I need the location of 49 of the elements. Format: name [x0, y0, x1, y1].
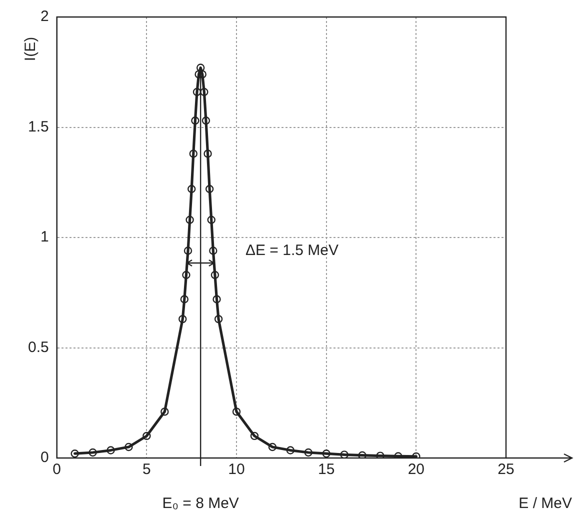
point: [205, 184, 214, 194]
point: [142, 432, 151, 440]
x-tick-label: 25: [498, 461, 514, 478]
point: [376, 452, 384, 458]
point: [304, 448, 312, 457]
x-tick-label: 10: [228, 461, 245, 478]
point: [160, 408, 169, 416]
x-tick-label: 0: [52, 461, 62, 478]
point: [232, 408, 241, 416]
point: [178, 314, 187, 324]
point: [322, 449, 330, 458]
point: [200, 88, 208, 96]
y-tick-label: 0: [40, 449, 49, 466]
point: [340, 450, 348, 458]
y-axis-title: I(E): [22, 36, 39, 62]
point: [182, 270, 190, 280]
point: [191, 116, 200, 125]
point: [186, 216, 194, 224]
point: [180, 295, 189, 304]
point: [204, 150, 212, 158]
point: [268, 442, 277, 452]
point: [394, 452, 402, 458]
point: [106, 446, 115, 454]
x-tick-label: 5: [142, 461, 151, 478]
x-tick-label: 20: [408, 461, 425, 478]
x-tick-label: 15: [318, 461, 335, 478]
point: [207, 216, 216, 224]
y-tick-label: 0.5: [28, 338, 49, 356]
point: [214, 314, 223, 324]
y-tick-label: 2: [40, 8, 49, 26]
point: [187, 184, 196, 194]
point: [286, 446, 295, 454]
point: [250, 432, 259, 440]
point: [88, 448, 97, 457]
point: [212, 295, 221, 304]
y-tick-label: 1: [40, 228, 49, 246]
ref-line-label: E₀ = 8 MeV: [162, 495, 239, 512]
point: [209, 246, 218, 255]
x-axis-title: E / MeV: [518, 495, 572, 512]
point: [210, 270, 220, 280]
point: [358, 451, 366, 458]
point: [124, 442, 133, 452]
y-tick-label: 1.5: [28, 118, 49, 136]
point: [412, 452, 420, 458]
annotation: ΔE = 1.5 MeV: [245, 242, 338, 259]
point: [202, 116, 210, 125]
point: [184, 246, 192, 255]
point: [189, 150, 198, 158]
point: [70, 449, 79, 458]
